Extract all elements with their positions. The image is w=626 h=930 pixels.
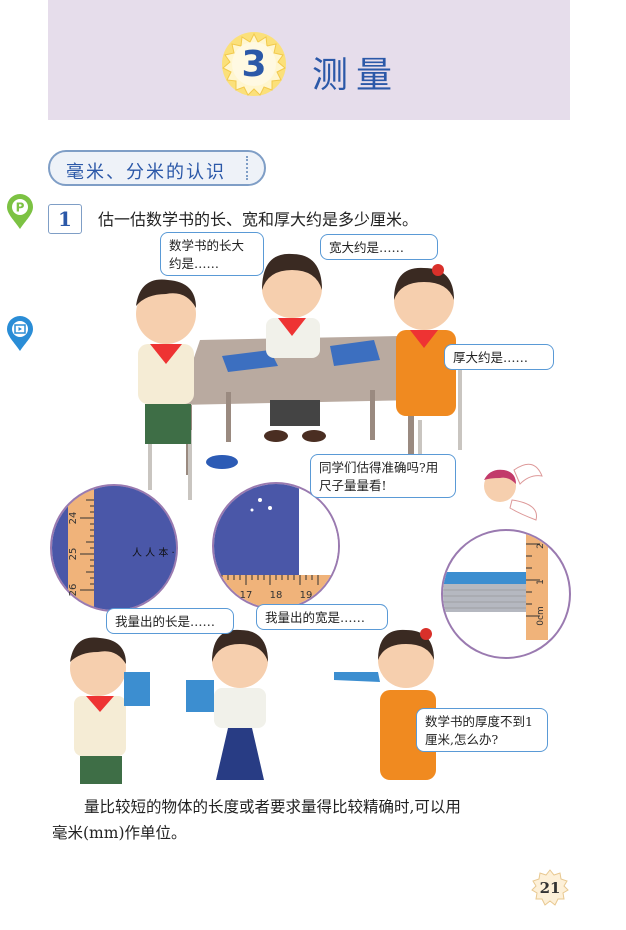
angel-character-illustration [484,463,543,521]
body-paragraph-line: 毫米(mm)作单位。 [52,824,187,842]
flower-badge-icon [531,869,569,906]
video-pin-icon[interactable] [6,316,34,352]
girl-measuring-illustration [334,628,436,780]
ruler-tick-label: 18 [270,590,283,601]
book-on-table-icon [222,340,380,372]
sun-badge-icon [222,32,286,96]
body-paragraph-line: 量比较短的物体的长度或者要求量得比较精确时,可以用 [84,798,461,816]
speech-bubble: 厚大约是…… [444,344,554,370]
example-number-box: 1 [48,204,82,234]
ruler-tick-label: 25 [68,548,79,561]
example-question: 估一估数学书的长、宽和厚大约是多少厘米。 [98,210,419,229]
chapter-badge: 3 [220,30,288,98]
example-number: 1 [58,207,72,231]
boy-measuring-illustration [70,637,150,784]
ruler-tick-label: 2 [536,543,546,549]
length-magnifier-illustration: 人 人 本 · 24 25 26 [50,484,178,612]
chapter-banner [48,0,570,120]
speech-bubble: 宽大约是…… [320,234,438,260]
chapter-number: 3 [241,43,267,85]
tag-dots-decoration [246,156,258,180]
ruler-tick-label: 1 [536,579,546,585]
page-number-badge: 21 [530,868,570,908]
girl-character-illustration [394,264,456,416]
width-magnifier-illustration: 17 18 19 [212,482,340,610]
ruler-tick-label: 24 [68,512,79,525]
speech-bubble: 数学书的长大约是…… [160,232,264,276]
speech-bubble: 我量出的宽是…… [256,604,388,630]
speech-bubble: 同学们估得准确吗?用尺子量量看! [310,454,456,498]
section-title: 毫米、分米的认识 [66,162,226,183]
girl-measuring-illustration [186,629,268,780]
ruler-tick-label: 0cm [536,606,546,625]
page-number: 21 [539,879,561,897]
ruler-tick-label: 26 [68,584,79,597]
svg-text:P: P [16,201,25,215]
girl-character-illustration [262,253,326,442]
practice-pin-icon[interactable]: P [6,194,34,230]
ruler-tick-label: 17 [240,590,253,601]
svg-text:人 人 本 ·: 人 人 本 · [132,546,175,559]
section-tag: 毫米、分米的认识 [48,150,266,186]
chapter-title: 测量 [312,55,401,96]
boy-character-illustration [136,279,238,469]
measurement-illustration: 人 人 本 · 24 25 26 [50,253,571,784]
speech-bubble: 数学书的厚度不到1厘米,怎么办? [416,708,548,752]
ruler-tick-label: 19 [300,590,313,601]
thickness-magnifier-illustration: 2 1 0cm [441,529,571,659]
speech-bubble: 我量出的长是…… [106,608,234,634]
